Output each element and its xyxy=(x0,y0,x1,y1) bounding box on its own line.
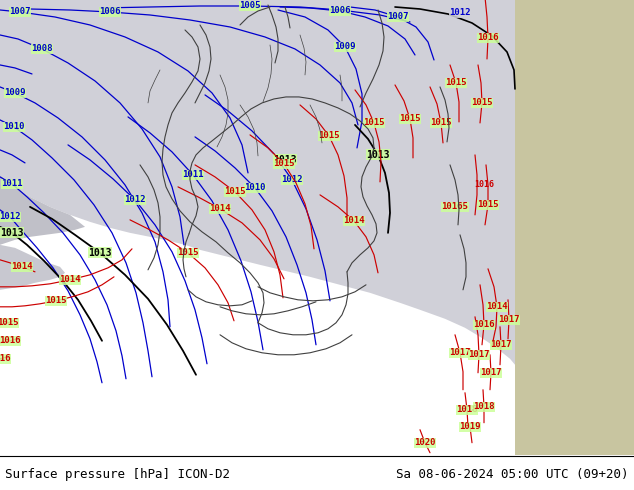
Text: 1015: 1015 xyxy=(178,248,198,257)
Text: 1015: 1015 xyxy=(273,159,295,169)
Text: 1012: 1012 xyxy=(0,212,21,221)
Polygon shape xyxy=(0,175,85,245)
Text: 1020: 1020 xyxy=(414,438,436,447)
Text: 1015: 1015 xyxy=(430,119,452,127)
Text: 1017: 1017 xyxy=(469,350,489,359)
Text: 1016: 1016 xyxy=(0,354,11,363)
Text: 1005: 1005 xyxy=(239,1,261,10)
Text: 1012: 1012 xyxy=(281,175,303,184)
Text: 1018: 1018 xyxy=(473,402,495,411)
Text: Surface pressure [hPa] ICON-D2: Surface pressure [hPa] ICON-D2 xyxy=(5,467,230,481)
Text: 1017: 1017 xyxy=(498,315,520,324)
Text: 1015: 1015 xyxy=(318,131,340,141)
Text: 1015: 1015 xyxy=(363,119,385,127)
Text: 1016: 1016 xyxy=(477,33,499,43)
Text: Sa 08-06-2024 05:00 UTC (09+20): Sa 08-06-2024 05:00 UTC (09+20) xyxy=(396,467,629,481)
Text: 1008: 1008 xyxy=(31,45,53,53)
Text: 1012: 1012 xyxy=(450,8,471,18)
Text: 1012: 1012 xyxy=(124,196,146,204)
Text: 1015: 1015 xyxy=(477,200,499,209)
Text: 1006: 1006 xyxy=(329,6,351,16)
Text: 1013: 1013 xyxy=(273,155,297,165)
Text: 1016: 1016 xyxy=(473,320,495,329)
Text: 1009: 1009 xyxy=(334,43,356,51)
Text: 1015: 1015 xyxy=(399,115,421,123)
Text: 1011: 1011 xyxy=(1,179,23,188)
Polygon shape xyxy=(0,0,515,365)
Polygon shape xyxy=(515,0,634,455)
Text: 1007: 1007 xyxy=(10,7,31,17)
Text: 1014: 1014 xyxy=(59,275,81,284)
Text: 10165: 10165 xyxy=(441,202,469,211)
Text: 1019: 1019 xyxy=(459,422,481,431)
Text: 1015: 1015 xyxy=(224,187,246,196)
Text: 1017: 1017 xyxy=(450,348,471,357)
Text: 1017: 1017 xyxy=(480,368,501,377)
Text: 1010: 1010 xyxy=(244,183,266,193)
Text: 1017: 1017 xyxy=(490,340,512,349)
Text: 1007: 1007 xyxy=(387,12,409,22)
Text: 1010: 1010 xyxy=(3,122,25,131)
Text: 1013: 1013 xyxy=(366,150,390,160)
Text: 1015: 1015 xyxy=(471,98,493,107)
Text: 1014: 1014 xyxy=(11,262,33,271)
Text: 1015: 1015 xyxy=(0,318,19,327)
Text: 1015: 1015 xyxy=(45,296,67,305)
Text: 1014: 1014 xyxy=(343,217,365,225)
Text: 1018: 1018 xyxy=(456,405,478,414)
Text: 1006: 1006 xyxy=(100,7,120,17)
Text: 1016: 1016 xyxy=(474,180,494,190)
Text: 1013: 1013 xyxy=(0,228,23,238)
Polygon shape xyxy=(0,245,65,290)
Text: 1014: 1014 xyxy=(209,204,231,213)
Text: 1016: 1016 xyxy=(0,336,21,345)
Text: 1015: 1015 xyxy=(445,78,467,87)
Text: 1011: 1011 xyxy=(182,171,204,179)
Text: 1009: 1009 xyxy=(4,88,26,98)
Text: 1013: 1013 xyxy=(88,248,112,258)
Text: 1014: 1014 xyxy=(486,302,508,311)
